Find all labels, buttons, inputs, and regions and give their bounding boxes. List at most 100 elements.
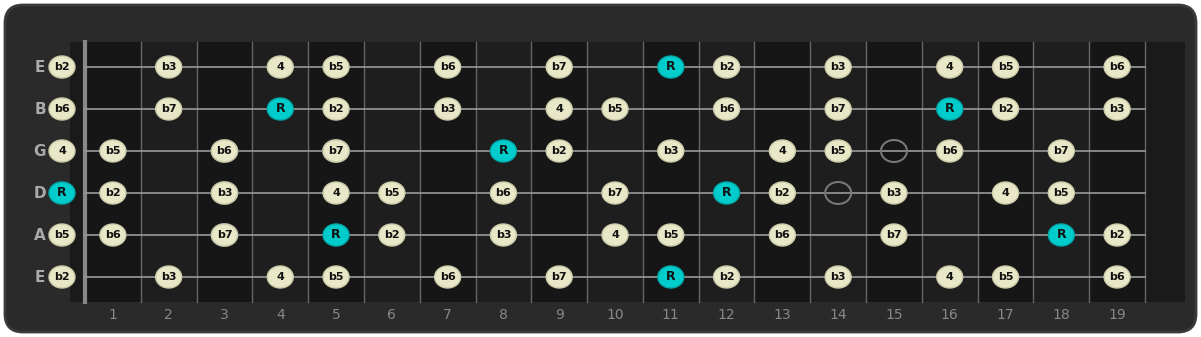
Ellipse shape	[825, 140, 852, 162]
Text: 3: 3	[220, 308, 229, 322]
Bar	[197, 42, 252, 302]
Ellipse shape	[323, 140, 349, 162]
Bar	[1089, 42, 1145, 302]
Ellipse shape	[156, 266, 181, 288]
Text: 18: 18	[1052, 308, 1070, 322]
Bar	[587, 42, 643, 302]
Text: 4: 4	[555, 104, 563, 114]
Ellipse shape	[937, 56, 963, 78]
Text: b7: b7	[1053, 146, 1069, 156]
Text: b7: b7	[216, 230, 232, 240]
Text: b7: b7	[830, 104, 846, 114]
Text: D: D	[34, 185, 47, 201]
Ellipse shape	[546, 266, 572, 288]
Ellipse shape	[713, 182, 740, 204]
Ellipse shape	[100, 140, 126, 162]
Text: b6: b6	[942, 146, 957, 156]
Text: 17: 17	[997, 308, 1015, 322]
Ellipse shape	[825, 56, 852, 78]
Ellipse shape	[658, 140, 683, 162]
Ellipse shape	[490, 224, 516, 246]
Text: 9: 9	[555, 308, 563, 322]
Text: b5: b5	[830, 146, 846, 156]
Ellipse shape	[713, 266, 740, 288]
Text: 10: 10	[607, 308, 623, 322]
Ellipse shape	[770, 182, 795, 204]
Bar	[476, 42, 531, 302]
Text: b6: b6	[718, 104, 735, 114]
Text: R: R	[722, 186, 731, 200]
Text: b2: b2	[54, 272, 70, 282]
Text: 4: 4	[276, 272, 285, 282]
Text: b3: b3	[440, 104, 455, 114]
Ellipse shape	[323, 266, 349, 288]
Text: 12: 12	[718, 308, 735, 322]
Text: b3: b3	[830, 272, 846, 282]
Ellipse shape	[490, 140, 516, 162]
FancyBboxPatch shape	[5, 5, 1196, 332]
Text: R: R	[275, 102, 285, 116]
Ellipse shape	[1104, 266, 1130, 288]
Text: b5: b5	[54, 230, 70, 240]
Text: 8: 8	[498, 308, 508, 322]
Text: 4: 4	[333, 188, 340, 198]
Ellipse shape	[602, 98, 628, 120]
Text: b6: b6	[1110, 62, 1125, 72]
Ellipse shape	[992, 56, 1018, 78]
Text: E: E	[35, 60, 46, 74]
Ellipse shape	[211, 182, 238, 204]
Ellipse shape	[49, 182, 74, 204]
Bar	[364, 42, 419, 302]
Text: b3: b3	[161, 62, 177, 72]
Text: 4: 4	[778, 146, 787, 156]
Ellipse shape	[435, 56, 461, 78]
Ellipse shape	[49, 140, 74, 162]
Text: b3: b3	[161, 272, 177, 282]
Bar	[643, 42, 699, 302]
Text: R: R	[667, 61, 676, 73]
Ellipse shape	[1048, 182, 1075, 204]
Text: b6: b6	[216, 146, 232, 156]
Text: b2: b2	[718, 272, 734, 282]
Ellipse shape	[268, 56, 293, 78]
Ellipse shape	[435, 266, 461, 288]
Ellipse shape	[49, 266, 74, 288]
Bar	[922, 42, 978, 302]
Text: B: B	[34, 101, 46, 117]
Text: R: R	[1057, 228, 1066, 242]
Text: 5: 5	[331, 308, 340, 322]
Ellipse shape	[211, 224, 238, 246]
Ellipse shape	[658, 224, 683, 246]
Text: 4: 4	[1002, 188, 1010, 198]
Ellipse shape	[1048, 140, 1075, 162]
Ellipse shape	[882, 224, 907, 246]
Bar	[866, 42, 922, 302]
Ellipse shape	[490, 182, 516, 204]
Bar	[754, 42, 811, 302]
Text: 13: 13	[773, 308, 791, 322]
Ellipse shape	[713, 98, 740, 120]
Text: 4: 4	[276, 62, 285, 72]
Text: b6: b6	[1110, 272, 1125, 282]
Text: b7: b7	[161, 104, 177, 114]
Text: b6: b6	[54, 104, 70, 114]
Ellipse shape	[378, 182, 405, 204]
Text: b6: b6	[440, 62, 455, 72]
Text: 4: 4	[946, 62, 954, 72]
Ellipse shape	[825, 266, 852, 288]
Ellipse shape	[937, 266, 963, 288]
Ellipse shape	[992, 182, 1018, 204]
Text: 4: 4	[611, 230, 619, 240]
Ellipse shape	[658, 266, 683, 288]
Text: E: E	[35, 270, 46, 284]
Text: b7: b7	[886, 230, 902, 240]
Text: b5: b5	[663, 230, 679, 240]
Bar	[70, 42, 1185, 302]
Bar	[141, 42, 197, 302]
Ellipse shape	[323, 98, 349, 120]
Text: b7: b7	[551, 62, 567, 72]
Ellipse shape	[1104, 98, 1130, 120]
Text: b3: b3	[886, 188, 902, 198]
Ellipse shape	[323, 224, 349, 246]
Bar	[85, 42, 141, 302]
